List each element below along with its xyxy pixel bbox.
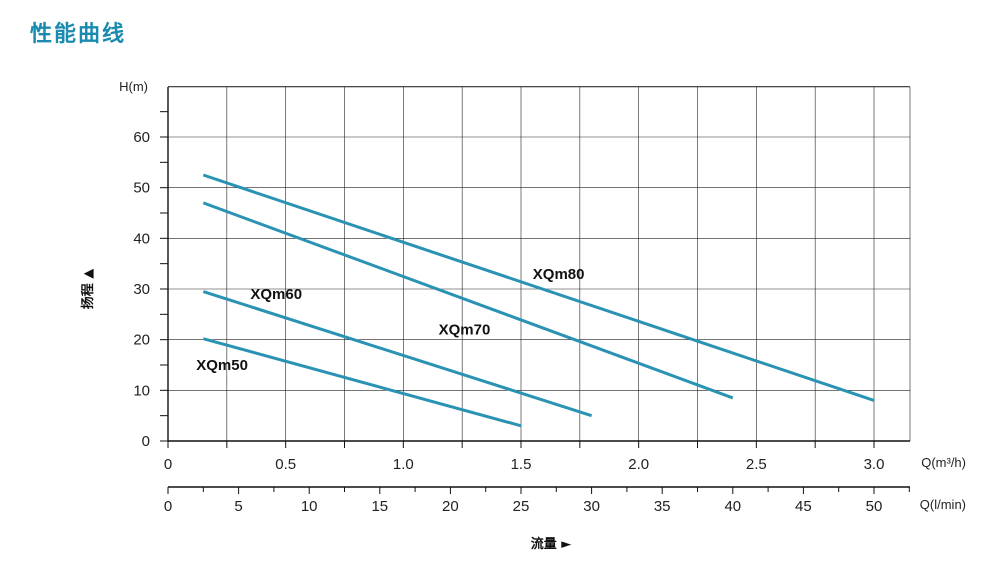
x2-tick-label: 5 [234,498,242,515]
x-axis-unit-secondary: Q(l/min) [920,497,966,512]
y-tick-label: 40 [133,230,150,247]
x-tick-label: 2.0 [628,456,649,473]
x-axis-title: 流量 ► [531,536,572,552]
series-label-xqm50: XQm50 [196,357,248,374]
series-line-xqm60 [202,290,593,418]
x-tick-label: 2.5 [746,456,767,473]
x-tick-label: 1.0 [393,456,414,473]
y-axis-title: 扬程 ▲ [80,269,96,310]
x-tick-label: 0.5 [275,456,296,473]
series-label-xqm60: XQm60 [250,286,302,303]
x2-tick-label: 0 [164,498,172,515]
page-title: 性能曲线 [30,22,127,47]
series-line-xqm80 [202,173,875,402]
x-tick-label: 1.5 [511,456,532,473]
y-tick-label: 20 [133,332,150,349]
x2-tick-label: 10 [301,498,318,515]
series-label-xqm80: XQm80 [533,266,585,283]
x2-tick-label: 25 [513,498,530,515]
x-tick-label: 0 [164,456,172,473]
grid [168,86,911,441]
y-tick-label: 60 [133,129,150,146]
x2-tick-label: 50 [866,498,883,515]
x-tick-label: 3.0 [864,456,885,473]
x2-tick-label: 35 [654,498,671,515]
x2-tick-label: 30 [583,498,600,515]
x2-tick-label: 20 [442,498,459,515]
x2-tick-label: 40 [724,498,741,515]
y-tick-label: 30 [133,281,150,298]
series-label-xqm70: XQm70 [439,322,491,339]
y-axis-unit: H(m) [119,79,148,94]
axes [160,87,910,494]
series-lines [202,173,875,428]
x2-tick-label: 15 [371,498,388,515]
y-tick-label: 10 [133,382,150,399]
series-line-xqm70 [202,201,734,400]
x2-tick-label: 45 [795,498,812,515]
y-tick-label: 0 [142,433,150,450]
series-line-xqm50 [202,337,522,428]
x-axis-unit-primary: Q(m³/h) [921,455,966,470]
y-tick-label: 50 [133,180,150,197]
